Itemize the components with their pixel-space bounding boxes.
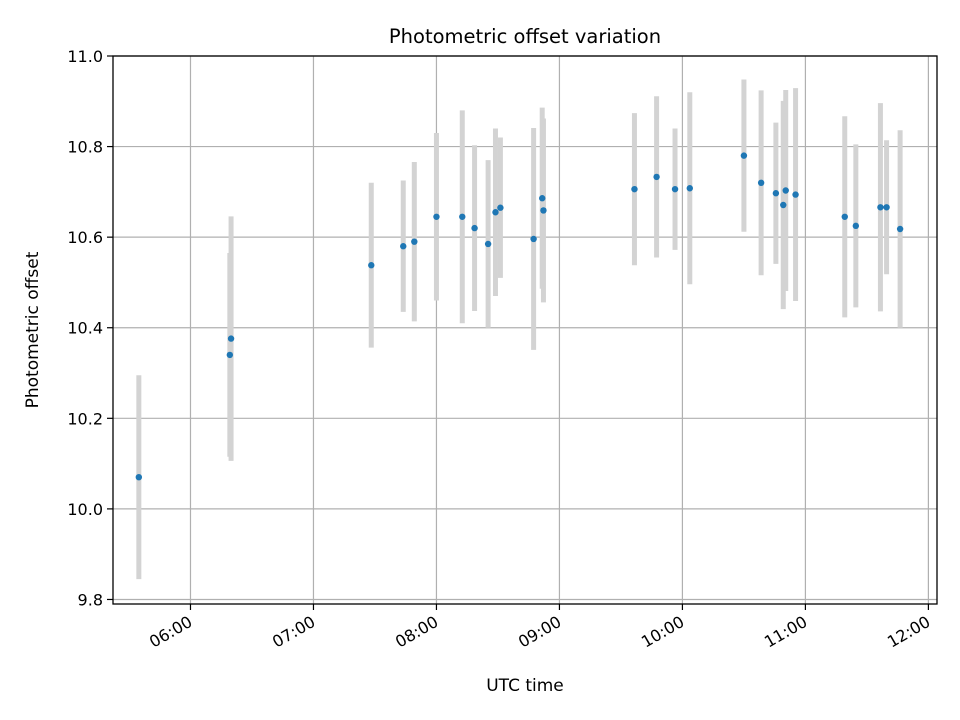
data-point	[227, 335, 235, 342]
data-point	[631, 185, 638, 193]
y-tick-label: 11.0	[67, 47, 103, 66]
data-point	[539, 195, 546, 202]
data-point	[852, 222, 860, 230]
data-point	[368, 262, 375, 269]
data-point	[226, 351, 234, 359]
data-point	[792, 191, 799, 198]
data-point	[877, 204, 884, 211]
data-point	[686, 185, 693, 192]
y-tick-label: 10.0	[67, 500, 103, 519]
y-tick-label: 10.8	[67, 138, 103, 157]
plot-frame	[112, 55, 938, 605]
data-point	[530, 235, 537, 243]
y-axis-title: Photometric offset	[23, 251, 43, 408]
y-tick-label: 10.4	[67, 319, 103, 338]
y-tick-label: 10.2	[67, 409, 103, 428]
data-point	[484, 240, 492, 248]
data-point	[757, 179, 765, 187]
data-point	[400, 243, 407, 250]
data-point	[782, 187, 789, 194]
data-point	[883, 204, 890, 211]
data-point	[772, 190, 780, 197]
data-point	[411, 238, 418, 245]
data-point	[459, 213, 466, 220]
x-axis-title: UTC time	[486, 676, 564, 696]
y-tick-label: 10.6	[67, 228, 103, 247]
data-point	[671, 185, 679, 193]
data-point	[492, 209, 499, 216]
data-point	[540, 207, 547, 214]
data-point	[780, 201, 787, 209]
data-point	[841, 213, 848, 220]
data-points	[135, 152, 904, 481]
data-point	[653, 173, 660, 181]
data-point	[740, 152, 748, 159]
data-point	[497, 204, 504, 211]
data-point	[896, 225, 904, 233]
chart-title: Photometric offset variation	[389, 25, 661, 48]
y-tick-label: 9.8	[78, 590, 103, 609]
data-point	[433, 213, 440, 220]
data-point	[471, 224, 478, 232]
data-point	[135, 473, 143, 481]
